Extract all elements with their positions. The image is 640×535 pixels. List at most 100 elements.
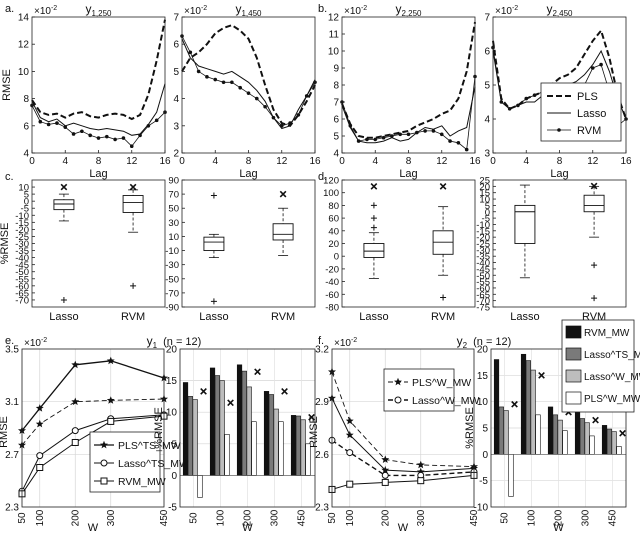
data-point (230, 80, 234, 85)
y-axis-label: RMSE (308, 416, 320, 448)
data-point (345, 416, 354, 425)
chart-title: y2 (n = 12) (457, 334, 512, 350)
box-iqr (514, 204, 536, 244)
data-point (100, 440, 108, 449)
panel-letter-c: c. (5, 171, 14, 183)
x-tick-label: 200 (554, 509, 565, 526)
panel-letters: a. b. c. d. e. f. (5, 3, 327, 347)
data-point (71, 397, 80, 406)
data-point (100, 477, 108, 485)
y-tick-label: -50 (15, 267, 29, 278)
y-tick-label: 10 (328, 47, 340, 58)
y-tick-label: 11 (329, 30, 340, 41)
chart-title-subscript: 1 (153, 341, 158, 350)
box-iqr (122, 195, 144, 213)
box-iqr (272, 223, 294, 241)
data-point (36, 464, 44, 471)
box-iqr (583, 194, 605, 213)
y-tick-label: -90 (165, 303, 179, 314)
legend-box (540, 82, 622, 142)
y-tick-label: 25 (479, 176, 490, 187)
y-tick-label: 10 (18, 67, 30, 78)
y-tick-label: 10 (18, 183, 29, 194)
series-line (331, 474, 475, 490)
category-label: Lasso (510, 311, 539, 323)
category-label: RVM (121, 311, 145, 323)
y-tick-label: -45 (476, 264, 490, 275)
data-point (288, 121, 292, 125)
y-tick-label: 5 (482, 424, 488, 435)
series-line-lasso (341, 86, 476, 144)
bar (552, 414, 558, 455)
chart-title-main: y (235, 2, 241, 16)
data-point (431, 129, 436, 133)
outlier-extreme (200, 387, 207, 395)
outlier (130, 282, 137, 289)
x-tick-label: 8 (96, 156, 102, 167)
y-tick-label: -60 (15, 281, 29, 292)
legend: PLS^W_MW Lasso^W_MW (383, 368, 479, 412)
panel-letter-f: f. (318, 335, 324, 347)
y-tick-label: 6 (484, 47, 490, 58)
y-tick-label: -10 (476, 220, 490, 231)
data-point (381, 465, 390, 474)
legend-label: RVM (577, 125, 601, 137)
bar (268, 394, 274, 476)
bar (246, 386, 252, 476)
x-tick-label: 100 (527, 509, 538, 526)
category-label: RVM (431, 311, 455, 323)
y-tick-label: 12 (18, 40, 30, 51)
y-tick-label: 4 (484, 115, 490, 126)
series-line-lasso (181, 38, 316, 130)
y-axis-label: RMSE (1, 69, 13, 101)
y-tick-label: -20 (476, 233, 490, 244)
series-line-pls (181, 24, 316, 127)
x-tick-label: 450 (469, 509, 480, 526)
y-tick-label: 0 (485, 207, 490, 218)
data-point (35, 419, 44, 428)
y-tick-label: -25 (15, 232, 29, 243)
legend-swatch (565, 325, 582, 339)
x-tick-label: 16 (159, 156, 171, 167)
x-tick-label: 200 (243, 509, 254, 526)
y-tick-label: 60 (328, 214, 339, 225)
axis-scale-exponent: -2 (512, 5, 518, 12)
bar (192, 399, 198, 476)
x-tick-label: 450 (608, 509, 619, 526)
data-point (356, 139, 361, 143)
y-tick-label: -15 (476, 226, 490, 237)
data-point (398, 132, 402, 137)
chart-title-subscript: 1,450 (241, 9, 262, 18)
bar (562, 430, 568, 455)
outlier-extreme (538, 371, 545, 379)
axis-scale-exponent: -2 (201, 5, 207, 12)
axis-scale-exponent: -2 (361, 5, 367, 12)
data-point (71, 438, 79, 446)
y-tick-label: 3.2 (315, 345, 329, 356)
series-line-pls (341, 21, 476, 139)
bar (606, 428, 612, 455)
x-tick-label: 8 (246, 156, 252, 167)
bar (305, 443, 311, 476)
data-point (271, 115, 276, 120)
data-point (221, 80, 226, 85)
chart-f2: -10 -5 0 5 10 15 20 50 100 200 300 450 W %RMSE (464, 345, 627, 534)
y-tick-label: 2.3 (315, 503, 329, 514)
data-point (96, 136, 101, 140)
outlier-extreme (129, 183, 137, 191)
chart-title: y1,450 (235, 2, 262, 18)
y-tick-label: 70 (168, 190, 179, 201)
y-tick-label: 120 (323, 176, 339, 187)
data-point (590, 66, 595, 70)
data-point (390, 134, 394, 138)
legend-swatch (565, 391, 582, 405)
outlier-extreme (439, 182, 447, 190)
chart-title-main: y (147, 334, 153, 348)
bar (182, 382, 189, 476)
y-tick-label: 15 (477, 371, 489, 382)
y-tick-label: 3 (484, 149, 490, 160)
y-tick-label: -80 (325, 303, 339, 314)
x-tick-label: 4 (62, 156, 68, 167)
